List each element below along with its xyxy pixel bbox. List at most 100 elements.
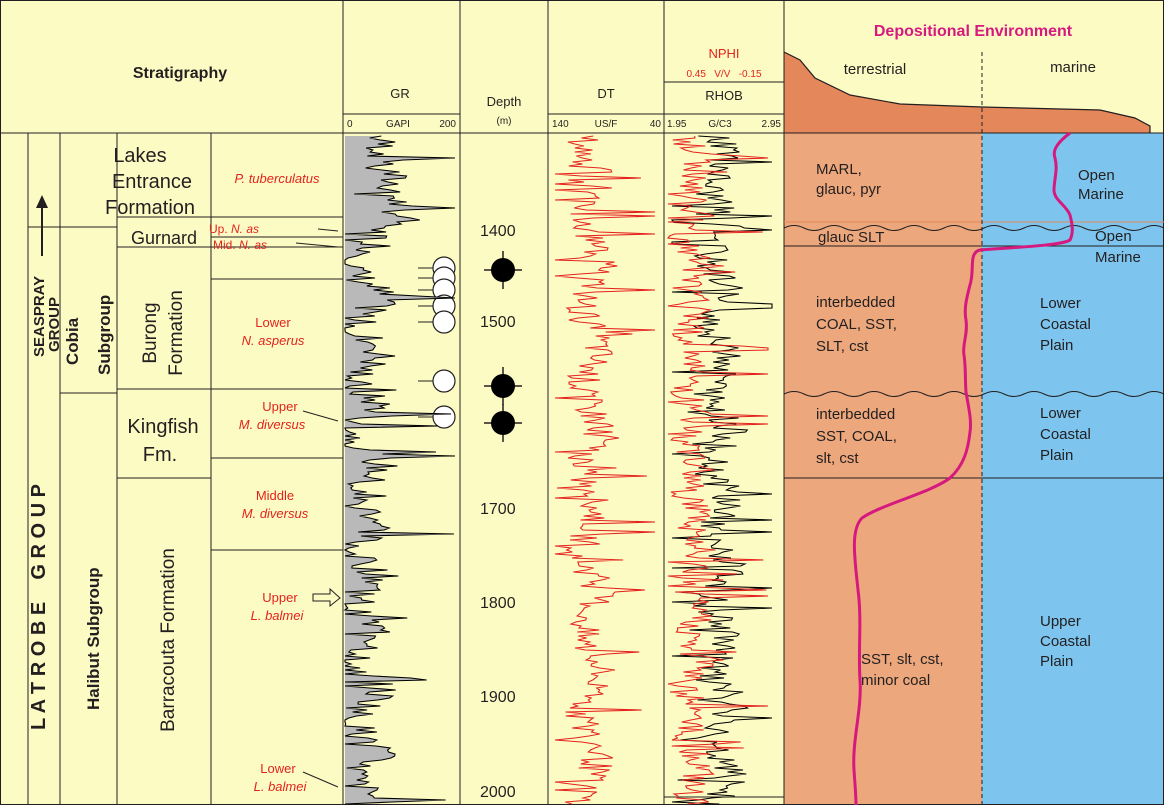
depth-1400: 1400 xyxy=(480,223,516,240)
arrow-up-n-as xyxy=(317,228,339,232)
zone-up-n-as: Up. N. as xyxy=(209,222,259,236)
lith-kingfish-2: SST, COAL, xyxy=(816,428,897,445)
seaspray-arrow-head xyxy=(36,195,48,208)
zone-middle-m-diversus-1: Middle xyxy=(256,488,294,503)
group-labels: SEASPRAY GROUP Cobia Subgroup L A T R O … xyxy=(28,276,114,730)
lith-burong-3: SLT, cst xyxy=(816,338,869,355)
kingfish-label-1: Kingfish xyxy=(127,416,198,438)
sample-circle-5 xyxy=(432,310,456,334)
lith-marl-2: glauc, pyr xyxy=(816,181,881,198)
rhob-title: RHOB xyxy=(705,88,743,103)
profile-outline xyxy=(783,51,1151,133)
lith-glauc-slt: glauc SLT xyxy=(818,229,884,246)
latrobe-label: L A T R O B E G R O U P xyxy=(28,484,50,730)
env-lcp-b-1: Lower xyxy=(1040,405,1081,422)
env-open-marine-b-2: Marine xyxy=(1095,249,1141,266)
dt-scale-unit: US/F xyxy=(595,119,618,130)
arrow-lower-l-balmei xyxy=(302,771,339,788)
unconformity-top xyxy=(783,225,1164,231)
zone-p-tuberculatus: P. tuberculatus xyxy=(234,171,320,186)
depth-2000: 2000 xyxy=(480,784,516,801)
burong-label-1: Burong xyxy=(140,302,161,363)
rhob-scale-unit: G/C3 xyxy=(708,119,732,130)
env-title: Depositional Environment xyxy=(874,23,1073,40)
formation-labels: Lakes Entrance Formation Gurnard Burong … xyxy=(105,145,199,732)
env-lcp-a-1: Lower xyxy=(1040,295,1081,312)
zone-mid-n-as-prefix: Mid. xyxy=(213,238,239,252)
zone-up-n-as-prefix: Up. xyxy=(209,222,231,236)
rhob-log-curve xyxy=(670,135,773,805)
env-ucp-2: Coastal xyxy=(1040,633,1091,650)
zone-arrows xyxy=(295,228,341,788)
seaspray-arrow xyxy=(36,195,48,256)
stratigraphy-title: Stratigraphy xyxy=(133,65,227,82)
terrestrial-profile-shape xyxy=(784,52,1150,133)
depth-marker-1-dot xyxy=(491,258,515,282)
kingfish-label-2: Fm. xyxy=(143,444,177,466)
lith-barracouta-2: minor coal xyxy=(861,672,930,689)
lith-burong-1: interbedded xyxy=(816,294,895,311)
header-background xyxy=(0,0,784,133)
env-lcp-a-3: Plain xyxy=(1040,337,1073,354)
lithology-labels: MARL, glauc, pyr glauc SLT interbedded C… xyxy=(816,161,944,689)
depth-1500: 1500 xyxy=(480,314,516,331)
env-open-marine-a-2: Marine xyxy=(1078,186,1124,203)
depth-marker-2-dot xyxy=(491,374,515,398)
env-open-marine-b-1: Open xyxy=(1095,228,1132,245)
zone-labels: P. tuberculatus Up. N. as Mid. N. as Low… xyxy=(209,171,320,794)
cobia-label-2: Subgroup xyxy=(95,295,114,375)
dt-scale-min: 140 xyxy=(552,119,569,130)
halibut-label: Halibut Subgroup xyxy=(84,567,103,710)
nphi-log-curve xyxy=(666,135,769,805)
zone-up-n-as-name: N. as xyxy=(231,222,259,236)
zone-lower-l-balmei-1: Lower xyxy=(260,761,296,776)
environment-curve xyxy=(852,131,1074,806)
dt-title: DT xyxy=(597,86,614,101)
depth-title: Depth xyxy=(487,94,522,109)
zone-mid-n-as: Mid. N. as xyxy=(213,238,267,252)
lakes-label-3: Formation xyxy=(105,197,195,219)
dt-log-curve xyxy=(554,135,656,805)
zone-upper-m-diversus-2: M. diversus xyxy=(239,417,306,432)
lith-burong-2: COAL, SST, xyxy=(816,316,897,333)
depth-track-background xyxy=(460,133,548,805)
zone-upper-l-balmei-2: L. balmei xyxy=(251,608,305,623)
lith-kingfish-1: interbedded xyxy=(816,406,895,423)
environment-labels: Open Marine Open Marine Lower Coastal Pl… xyxy=(1040,167,1141,670)
gurnard-label: Gurnard xyxy=(131,228,197,248)
gr-title: GR xyxy=(390,86,410,101)
env-open-marine-a-1: Open xyxy=(1078,167,1115,184)
depth-1800: 1800 xyxy=(480,595,516,612)
stratigraphy-column-background xyxy=(0,133,343,805)
depth-marker-3-dot xyxy=(491,411,515,435)
lakes-label-2: Entrance xyxy=(112,171,192,193)
arrow-mid-n-as xyxy=(295,242,339,248)
env-lcp-a-2: Coastal xyxy=(1040,316,1091,333)
nphi-scale: 0.45 V/V -0.15 xyxy=(686,69,761,80)
lith-kingfish-3: slt, cst xyxy=(816,450,859,467)
sample-circle-7 xyxy=(432,405,456,429)
gr-scale-max: 200 xyxy=(439,119,456,130)
nphi-title: NPHI xyxy=(708,46,739,61)
burong-label-2: Formation xyxy=(166,290,187,376)
sample-circle-6 xyxy=(432,369,456,393)
sample-markers xyxy=(432,256,456,429)
zone-upper-l-balmei-1: Upper xyxy=(262,590,298,605)
arrow-upper-m-diversus xyxy=(302,410,339,422)
env-ucp-1: Upper xyxy=(1040,613,1081,630)
lith-marl-1: MARL, xyxy=(816,161,862,178)
depth-marker-2 xyxy=(484,367,522,405)
depth-labels: 1400 1500 1700 1800 1900 2000 xyxy=(480,223,516,801)
zone-lower-l-balmei-2: L. balmei xyxy=(254,779,308,794)
barracouta-label: Barracouta Formation xyxy=(158,548,179,732)
arrow-upper-l-balmei-box xyxy=(312,587,341,608)
depth-markers xyxy=(484,251,522,442)
lith-barracouta-1: SST, slt, cst, xyxy=(861,651,944,668)
terrestrial-zone xyxy=(784,133,982,805)
unconformity-middle xyxy=(783,391,1164,397)
lakes-label-1: Lakes xyxy=(113,145,166,167)
marine-zone xyxy=(982,133,1164,805)
cobia-label-1: Cobia xyxy=(63,317,82,365)
